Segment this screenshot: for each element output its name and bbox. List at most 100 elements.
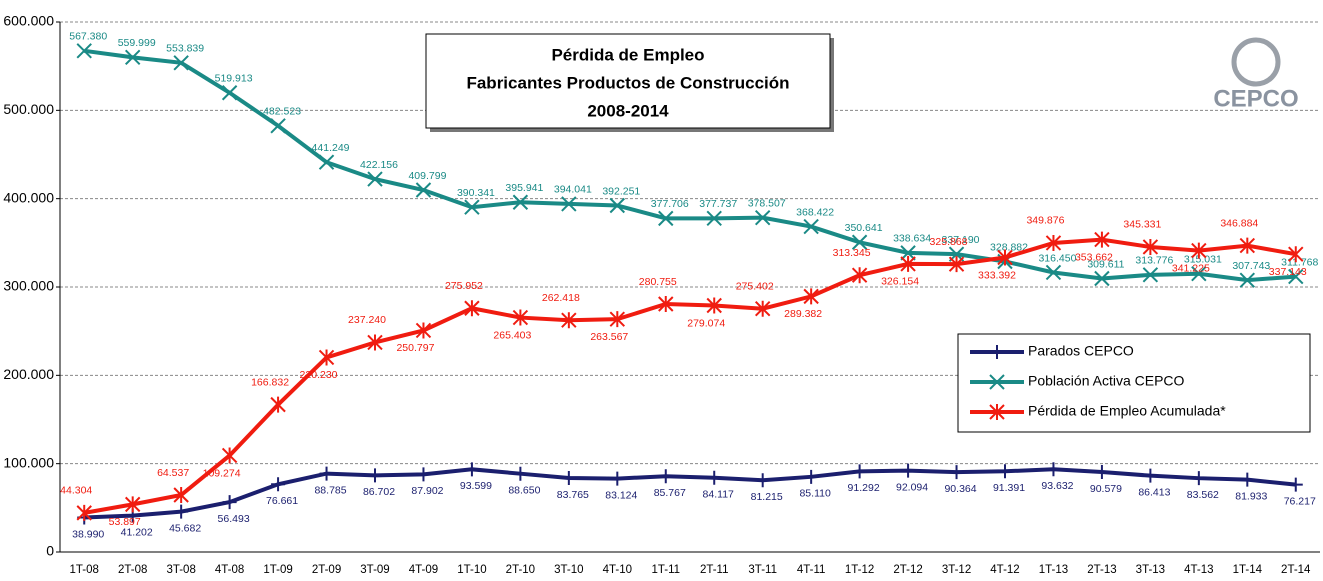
y-tick-label: 100.000 xyxy=(3,454,54,470)
data-point xyxy=(76,504,92,521)
data-label: 83.765 xyxy=(557,489,589,501)
data-label: 81.933 xyxy=(1235,490,1267,502)
data-label: 85.110 xyxy=(799,488,830,500)
x-tick-label: 4T-12 xyxy=(990,564,1019,576)
x-tick-label: 2T-10 xyxy=(506,564,535,576)
data-point xyxy=(270,118,286,134)
data-point xyxy=(658,296,674,312)
data-point xyxy=(901,463,916,478)
data-label: 250.797 xyxy=(396,342,434,354)
data-label: 81.215 xyxy=(751,491,783,503)
data-point xyxy=(270,396,286,413)
data-point xyxy=(1288,477,1303,492)
data-point xyxy=(900,255,916,272)
data-point xyxy=(610,471,625,486)
data-point xyxy=(658,210,674,227)
y-tick-label: 300.000 xyxy=(3,278,54,294)
data-point xyxy=(416,467,431,482)
data-point xyxy=(609,197,626,214)
data-point xyxy=(1191,471,1206,486)
data-point xyxy=(367,334,383,351)
data-label: 338.634 xyxy=(893,233,931,245)
x-tick-label: 4T-08 xyxy=(215,564,244,576)
x-tick-label: 2T-13 xyxy=(1087,564,1116,576)
data-point xyxy=(852,464,867,479)
data-point xyxy=(367,171,383,187)
data-label: 394.041 xyxy=(554,184,592,196)
x-tick-label: 2T-08 xyxy=(118,564,147,576)
data-label: 377.737 xyxy=(699,198,737,210)
data-label: 377.706 xyxy=(651,198,689,210)
data-label: 328.882 xyxy=(990,241,1028,253)
data-label: 83.562 xyxy=(1187,489,1219,501)
legend-label: Población Activa CEPCO xyxy=(1028,373,1185,389)
data-point xyxy=(512,194,529,210)
data-point xyxy=(949,465,964,480)
data-point xyxy=(948,256,965,273)
data-label: 353.662 xyxy=(1075,251,1113,263)
data-point xyxy=(271,477,286,492)
data-label: 92.094 xyxy=(896,481,928,493)
data-point xyxy=(998,464,1012,479)
data-label: 567.380 xyxy=(69,31,107,43)
data-point xyxy=(804,469,819,484)
data-label: 88.785 xyxy=(314,484,346,496)
legend-marker xyxy=(989,374,1005,390)
data-label: 56.493 xyxy=(218,513,250,525)
data-point xyxy=(1045,234,1062,251)
legend-label: Parados CEPCO xyxy=(1028,343,1134,359)
data-point xyxy=(415,182,432,198)
data-point xyxy=(222,495,237,510)
data-label: 368.422 xyxy=(796,206,834,218)
data-label: 262.418 xyxy=(542,292,580,304)
data-point xyxy=(561,312,577,329)
data-point xyxy=(124,496,141,513)
x-tick-label: 2T-12 xyxy=(893,564,922,576)
data-point xyxy=(706,297,722,314)
data-label: 90.364 xyxy=(944,483,976,495)
data-point xyxy=(754,209,771,226)
data-point xyxy=(318,154,335,170)
data-label: 275.952 xyxy=(445,280,483,292)
x-tick-label: 2T-14 xyxy=(1281,564,1311,576)
data-point xyxy=(124,49,141,66)
data-label: 237.240 xyxy=(348,314,386,326)
plot: 0 100.000 200.000 300.000 400.000 500.000 600.… xyxy=(3,13,1320,576)
y-tick-label: 400.000 xyxy=(3,189,54,205)
data-label: 83.124 xyxy=(605,489,637,501)
data-label: 41.202 xyxy=(121,526,153,538)
data-label: 38.990 xyxy=(72,528,104,540)
x-tick-label: 3T-11 xyxy=(748,564,777,576)
legend-marker xyxy=(989,404,1005,420)
data-label: 87.902 xyxy=(411,485,443,497)
data-point xyxy=(1239,272,1256,288)
x-tick-label: 1T-14 xyxy=(1233,564,1263,576)
data-label: 409.799 xyxy=(408,170,446,182)
data-label: 307.743 xyxy=(1232,260,1270,272)
data-label: 422.156 xyxy=(360,159,398,171)
data-point xyxy=(803,218,819,235)
data-point xyxy=(319,466,334,481)
data-point xyxy=(658,469,673,484)
data-label: 53.897 xyxy=(109,516,141,528)
data-point xyxy=(1094,270,1110,287)
data-label: 316.450 xyxy=(1038,252,1076,264)
data-point xyxy=(851,234,868,250)
data-point xyxy=(1288,268,1304,285)
data-label: 519.913 xyxy=(215,73,253,85)
data-point xyxy=(221,85,238,101)
x-tick-label: 1T-10 xyxy=(457,564,486,576)
x-tick-label: 4T-09 xyxy=(409,564,438,576)
data-point xyxy=(1046,462,1061,477)
data-label: 345.331 xyxy=(1123,219,1161,231)
data-point xyxy=(803,288,819,305)
data-label: 346.884 xyxy=(1220,217,1258,229)
data-label: 109.274 xyxy=(203,467,241,479)
data-label: 337.143 xyxy=(1269,266,1307,278)
data-label: 482.523 xyxy=(263,106,301,118)
data-label: 280.755 xyxy=(639,276,677,288)
data-label: 45.682 xyxy=(169,522,201,534)
data-point xyxy=(173,486,189,503)
data-point xyxy=(754,300,771,317)
